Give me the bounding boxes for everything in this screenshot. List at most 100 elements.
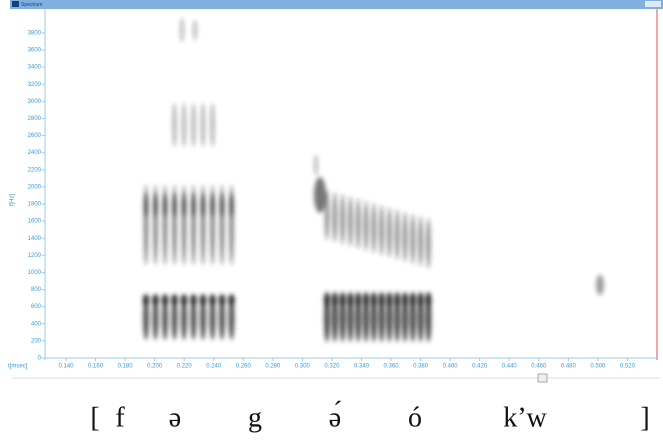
energy-blob <box>210 103 215 147</box>
x-tick-label: 0.400 <box>443 364 459 370</box>
energy-blob <box>172 103 177 147</box>
y-tick-label: 1400 <box>28 236 42 242</box>
energy-blob <box>153 193 158 217</box>
transcription-symbol: ə́ <box>329 402 341 433</box>
window-controls[interactable] <box>645 1 661 7</box>
energy-blob <box>180 18 184 42</box>
y-tick-label: 3600 <box>28 48 42 54</box>
y-tick-label: 0 <box>38 356 42 362</box>
x-tick-label: 0.480 <box>561 364 577 370</box>
energy-blob <box>379 205 385 256</box>
energy-blob <box>401 292 409 308</box>
x-tick-label: 0.500 <box>590 364 606 370</box>
energy-blob <box>410 214 416 265</box>
energy-blob <box>143 193 149 217</box>
energy-blob <box>370 292 377 308</box>
y-tick-label: 2200 <box>28 167 42 173</box>
x-tick-label: 0.460 <box>531 364 547 370</box>
energy-blob <box>425 292 432 308</box>
title-bar <box>10 0 663 9</box>
x-tick-label: 0.320 <box>324 364 340 370</box>
transcription-symbol: ə <box>169 402 181 433</box>
energy-blob <box>162 296 168 340</box>
y-tick-label: 2800 <box>28 116 42 122</box>
energy-blob <box>209 294 216 306</box>
energy-blob <box>181 296 187 340</box>
energy-blob <box>340 194 346 245</box>
window-title: Spectrum <box>21 2 42 8</box>
energy-blob <box>180 294 188 306</box>
x-tick-label: 0.180 <box>118 364 134 370</box>
spectrogram-image <box>142 18 604 342</box>
y-tick-label: 1000 <box>28 270 42 276</box>
energy-blob <box>402 211 408 262</box>
energy-blob <box>347 196 353 247</box>
energy-blob <box>394 209 400 260</box>
energy-blob <box>331 292 338 308</box>
energy-blob <box>162 193 168 217</box>
transcription-symbol: ] <box>640 402 649 433</box>
y-tick-label: 1600 <box>28 219 42 225</box>
transcription-symbol: f <box>115 402 125 433</box>
x-tick-label: 0.340 <box>354 364 370 370</box>
energy-blob <box>209 296 216 340</box>
x-axis-label: t[msec] <box>8 364 28 370</box>
x-tick-label: 0.520 <box>620 364 636 370</box>
energy-blob <box>171 296 178 340</box>
energy-blob <box>193 20 197 40</box>
energy-blob <box>355 292 362 308</box>
y-tick-label: 200 <box>31 338 42 344</box>
energy-blob <box>324 190 330 240</box>
energy-blob <box>228 294 235 306</box>
y-tick-label: 3200 <box>28 82 42 88</box>
energy-blob <box>142 294 150 306</box>
scrollbar-thumb[interactable] <box>537 373 548 383</box>
energy-blob <box>191 193 196 217</box>
energy-blob <box>425 218 431 269</box>
energy-blob <box>362 292 370 308</box>
energy-blob <box>418 216 424 267</box>
energy-blob <box>143 296 149 340</box>
y-tick-label: 1200 <box>28 253 42 259</box>
window-icon <box>12 1 19 7</box>
energy-blob <box>363 200 369 251</box>
y-axis-label: f[Hz] <box>10 194 16 207</box>
energy-blob <box>371 203 377 254</box>
x-tick-label: 0.300 <box>295 364 311 370</box>
x-tick-label: 0.240 <box>206 364 222 370</box>
y-tick-label: 2000 <box>28 184 42 190</box>
energy-blob <box>172 193 177 217</box>
energy-blob <box>386 207 392 258</box>
energy-blob <box>171 294 178 306</box>
energy-blob <box>332 192 338 243</box>
transcription-symbol: ó <box>408 402 422 433</box>
x-tick-label: 0.360 <box>384 364 400 370</box>
energy-blob <box>323 292 331 308</box>
energy-blob <box>218 294 226 306</box>
y-tick-label: 800 <box>31 287 42 293</box>
energy-blob <box>355 198 361 249</box>
y-tick-label: 2400 <box>28 150 42 156</box>
energy-blob <box>314 155 318 175</box>
energy-blob <box>190 296 197 340</box>
energy-blob <box>409 292 416 308</box>
x-tick-label: 0.200 <box>147 364 163 370</box>
x-tick-label: 0.220 <box>177 364 193 370</box>
energy-blob <box>152 294 159 306</box>
energy-blob <box>190 294 197 306</box>
x-tick-label: 0.280 <box>265 364 281 370</box>
energy-blob <box>339 292 346 308</box>
energy-blob <box>161 294 169 306</box>
energy-blob <box>152 296 159 340</box>
energy-blob <box>219 296 225 340</box>
energy-blob <box>219 193 225 217</box>
energy-blob <box>201 103 205 147</box>
y-tick-label: 2600 <box>28 133 42 139</box>
energy-blob <box>210 193 215 217</box>
energy-blob <box>191 103 196 147</box>
energy-blob <box>181 193 187 217</box>
energy-blob <box>378 292 385 308</box>
energy-blob <box>229 193 234 217</box>
x-tick-label: 0.160 <box>88 364 104 370</box>
